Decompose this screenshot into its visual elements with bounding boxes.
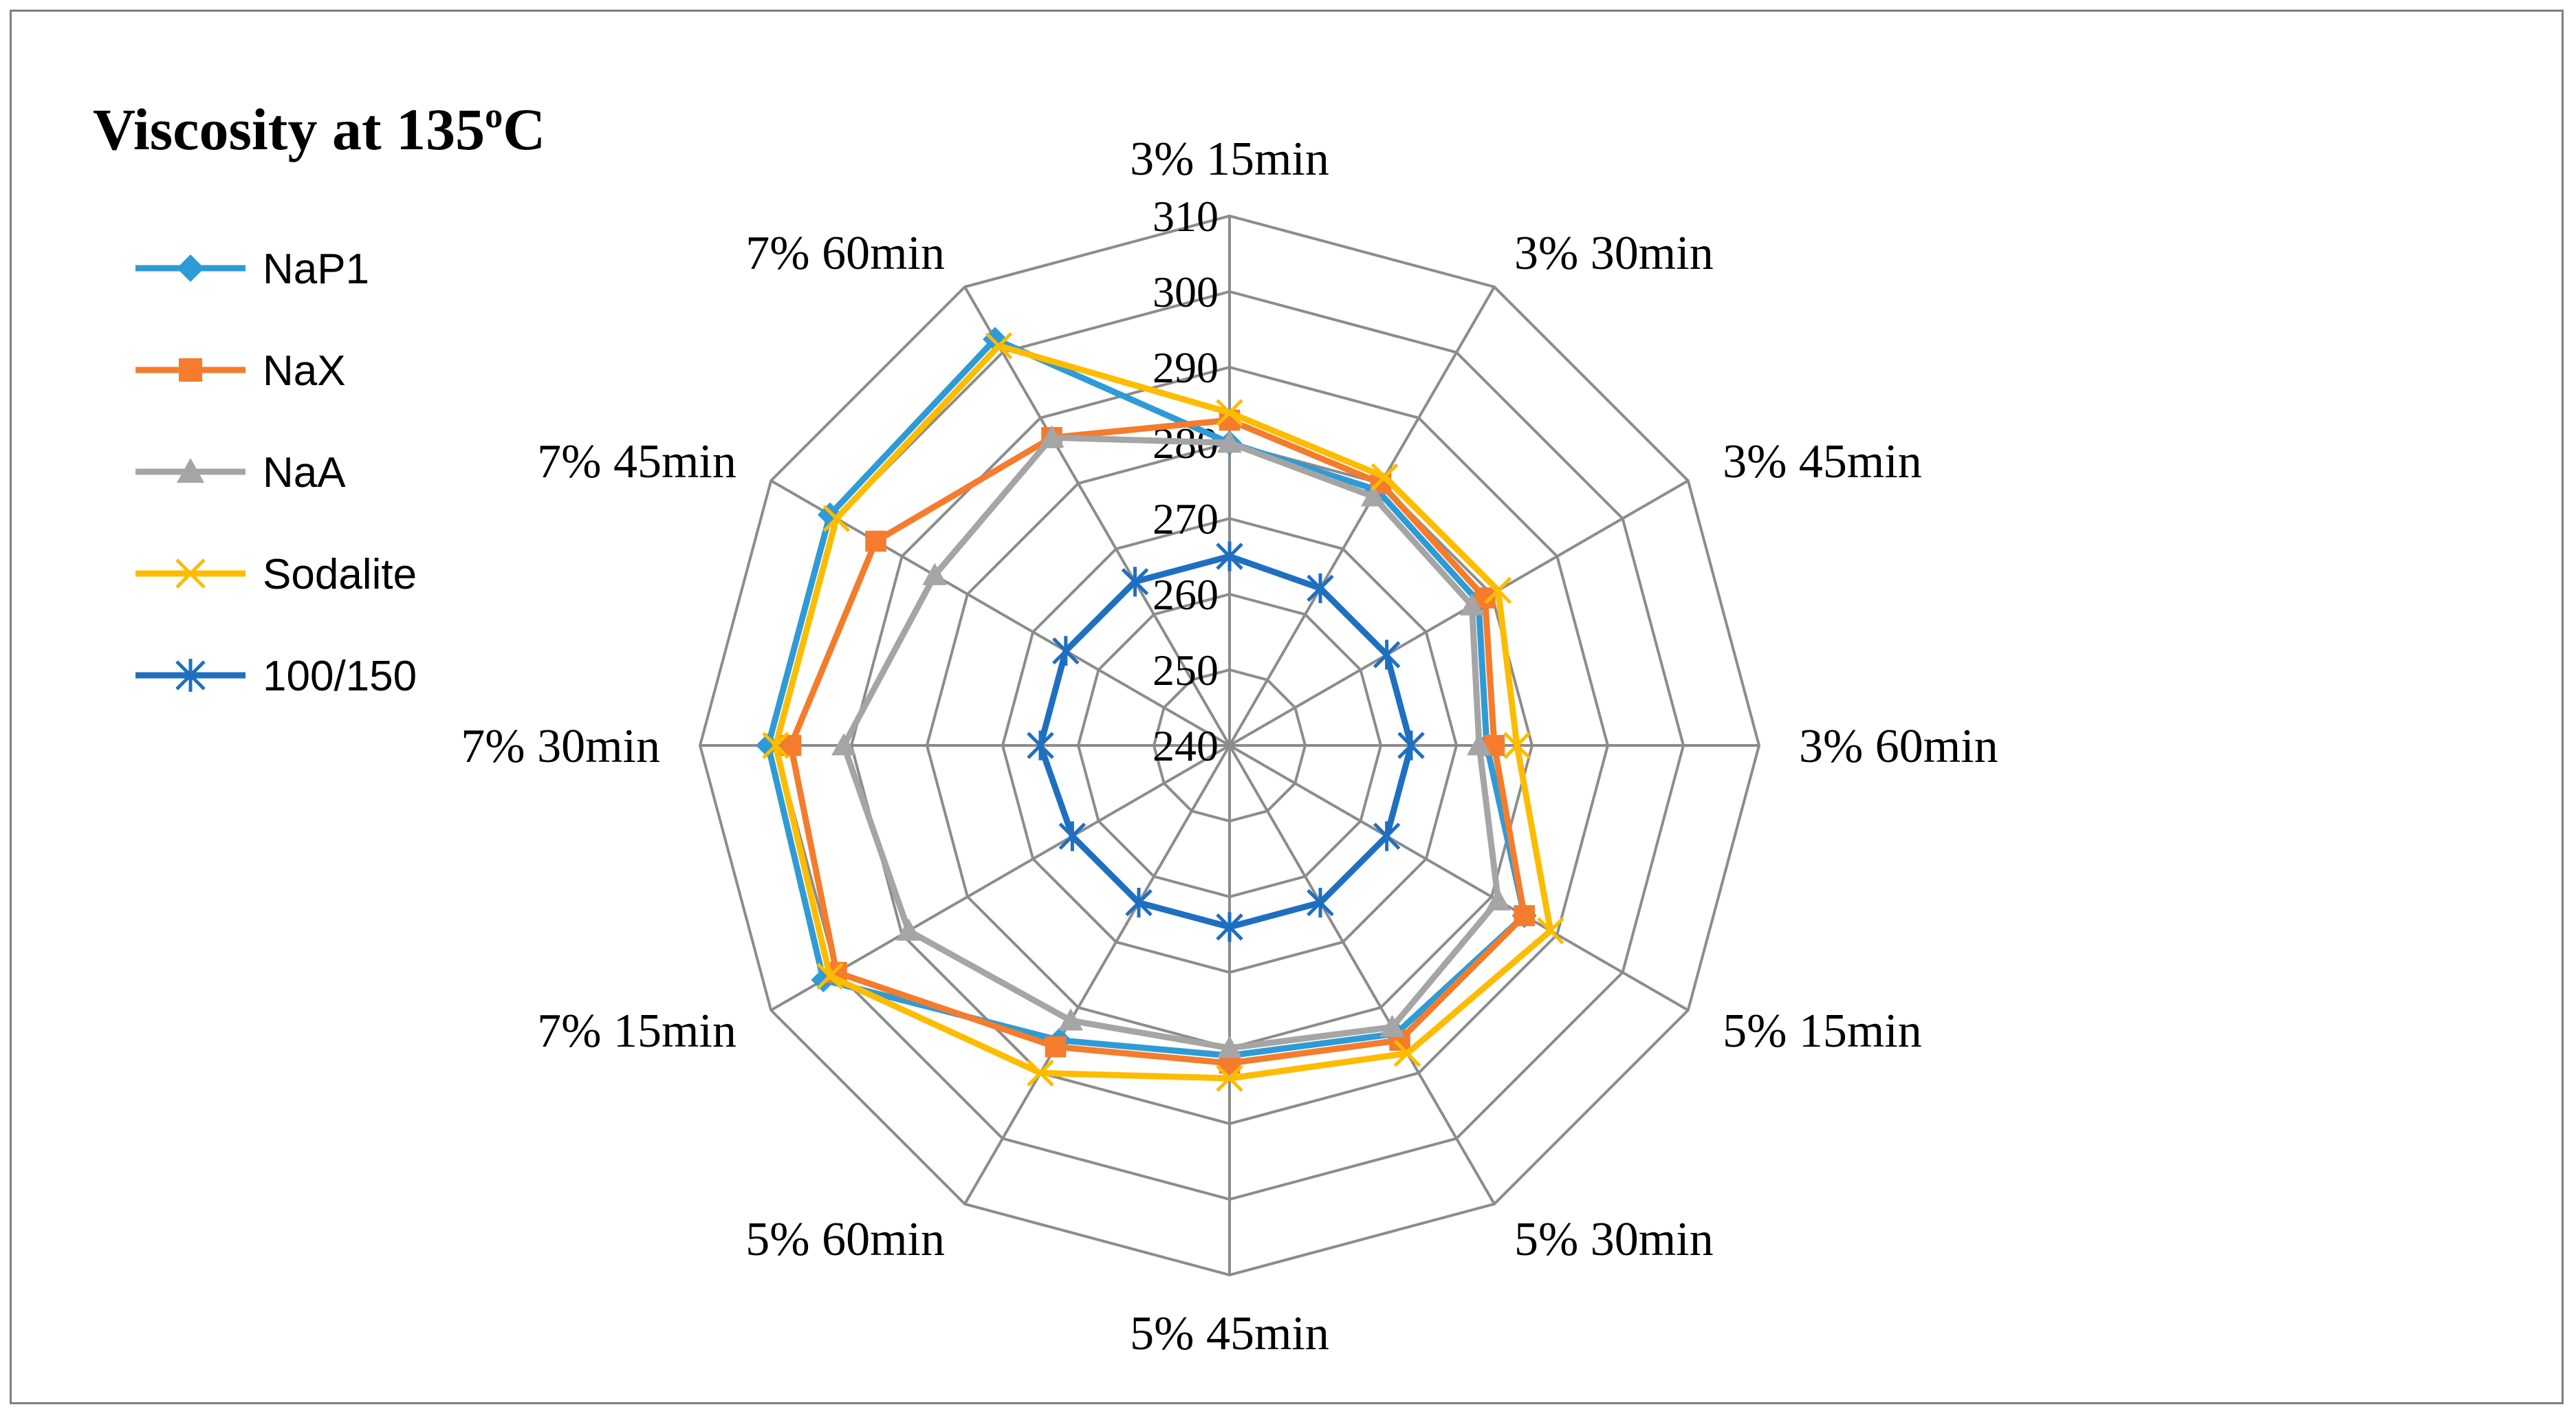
- data-point-marker: [1045, 1036, 1067, 1058]
- chart-title: Viscosity at 135oC: [93, 96, 545, 162]
- legend-label: NaX: [263, 347, 346, 395]
- data-point-marker: [1361, 484, 1386, 507]
- data-point-marker: [1373, 640, 1401, 670]
- radar-grid: [698, 214, 1761, 1277]
- data-point-marker: [1027, 730, 1054, 761]
- radar-chart: Viscosity at 135oC 240250260270280290300…: [93, 96, 1998, 1360]
- data-point-marker: [177, 458, 204, 483]
- chart-frame: Viscosity at 135oC 240 250 260 270 280 290 300…: [10, 10, 2564, 1404]
- data-point-marker: [1307, 573, 1334, 603]
- legend-item: Sodalite: [135, 551, 417, 598]
- data-point-marker: [1307, 888, 1334, 918]
- data-point-marker: [1039, 425, 1065, 448]
- data-point-marker: [1121, 567, 1149, 597]
- category-label: 7% 30min: [461, 720, 660, 773]
- data-point-marker: [762, 732, 789, 759]
- grid-spoke: [770, 479, 1231, 747]
- data-point-marker: [1514, 905, 1535, 926]
- series-line: [1037, 553, 1415, 930]
- data-point-marker: [1393, 1039, 1421, 1067]
- radial-tick-label: 270: [1153, 494, 1219, 543]
- data-point-marker: [1216, 912, 1243, 942]
- chart-title-unit: C: [503, 96, 545, 162]
- data-point-marker: [822, 505, 851, 532]
- data-point-marker: [1027, 1059, 1054, 1087]
- data-point-marker: [1216, 1065, 1243, 1092]
- radial-tick-label: 240: [1153, 721, 1219, 770]
- category-label: 3% 60min: [1799, 720, 1998, 773]
- data-point-marker: [1371, 463, 1399, 491]
- grid-spoke: [963, 744, 1231, 1205]
- category-label: 5% 60min: [745, 1213, 945, 1266]
- category-label: 7% 45min: [537, 435, 736, 488]
- grid-spoke: [1228, 744, 1689, 1012]
- data-point-marker: [1373, 821, 1401, 851]
- radial-tick-label: 300: [1153, 268, 1219, 316]
- category-label: 3% 45min: [1723, 435, 1922, 488]
- data-point-marker: [1379, 1014, 1405, 1038]
- data-point-marker: [1485, 888, 1511, 910]
- series-sodalite: [762, 332, 1564, 1092]
- data-point-marker: [1216, 541, 1243, 571]
- grid-spoke: [1228, 286, 1496, 747]
- data-point-marker: [865, 530, 886, 552]
- data-point-marker: [1058, 821, 1087, 851]
- category-label: 5% 45min: [1130, 1307, 1329, 1360]
- data-point-marker: [1217, 1036, 1242, 1058]
- radial-tick-label: 290: [1153, 343, 1219, 392]
- data-point-marker: [1058, 1008, 1083, 1031]
- data-point-marker: [1052, 635, 1080, 666]
- legend-label: Sodalite: [263, 551, 417, 598]
- data-point-marker: [1216, 399, 1243, 426]
- legend: NaP1 NaX NaA Sodalite 100/150: [135, 246, 417, 700]
- legend-label: NaP1: [263, 246, 369, 293]
- legend-item: NaA: [135, 449, 346, 497]
- category-label: 3% 15min: [1130, 133, 1329, 186]
- data-point-marker: [179, 358, 202, 382]
- legend-label: NaA: [263, 449, 346, 497]
- legend-item: 100/150: [135, 653, 417, 700]
- category-label: 7% 60min: [745, 227, 945, 280]
- data-point-marker: [1397, 730, 1425, 761]
- data-point-marker: [1467, 733, 1492, 756]
- radial-tick-label: 250: [1153, 646, 1219, 695]
- data-point-marker: [1125, 888, 1153, 918]
- data-point-marker: [1217, 430, 1242, 453]
- data-point-marker: [1537, 917, 1564, 945]
- grid-spoke: [1228, 479, 1689, 747]
- data-point-marker: [1484, 576, 1512, 604]
- data-point-marker: [1503, 732, 1531, 759]
- data-point-marker: [922, 563, 948, 585]
- chart-title-degree: o: [485, 96, 503, 135]
- legend-item: NaX: [135, 347, 346, 395]
- data-point-marker: [177, 254, 204, 282]
- category-label: 5% 30min: [1514, 1213, 1714, 1266]
- radial-tick-label: 310: [1153, 192, 1219, 241]
- data-point-marker: [896, 918, 921, 941]
- grid-spoke: [963, 286, 1231, 747]
- series-100-150: [1027, 541, 1425, 942]
- category-labels: 3% 15min 3% 30min 3% 45min 3% 60min 5% 15min…: [461, 133, 1998, 1360]
- category-label: 7% 15min: [537, 1005, 736, 1058]
- series-naa: [831, 425, 1511, 1058]
- grid-spoke: [1228, 744, 1496, 1205]
- legend-label: 100/150: [263, 653, 417, 700]
- data-point-marker: [175, 659, 206, 692]
- data-point-marker: [831, 733, 856, 756]
- chart-title-main: Viscosity at 135: [93, 96, 485, 162]
- data-point-marker: [985, 332, 1013, 360]
- data-point-marker: [816, 962, 844, 990]
- data-point-marker: [175, 558, 206, 589]
- category-label: 3% 30min: [1514, 227, 1714, 280]
- category-label: 5% 15min: [1723, 1005, 1922, 1058]
- data-point-marker: [1459, 593, 1485, 615]
- legend-item: NaP1: [135, 246, 369, 293]
- grid-spoke: [770, 744, 1231, 1012]
- radial-tick-label: 260: [1153, 570, 1219, 619]
- data-series: [756, 327, 1564, 1092]
